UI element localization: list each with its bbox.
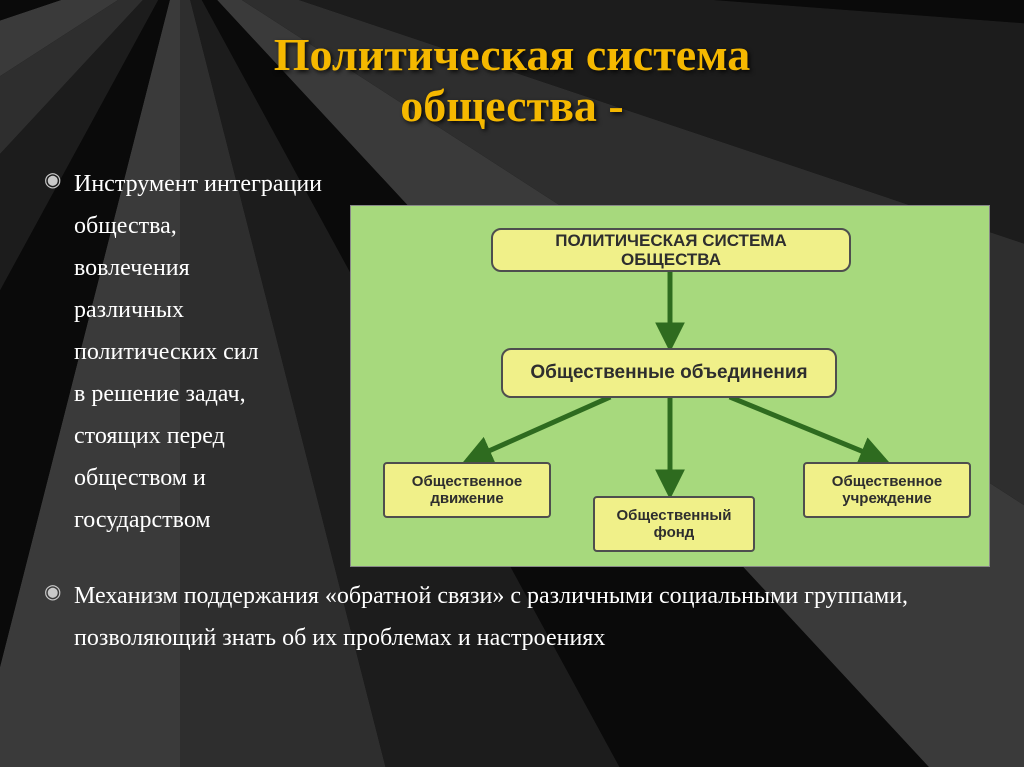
bullet-1-line: различных	[74, 289, 340, 331]
bullet-1-line: стоящих перед	[74, 415, 340, 457]
bullet-1-first: Инструмент интеграции общества,	[74, 171, 322, 239]
bullet-1: Инструмент интеграции общества, вовлечен…	[40, 163, 340, 541]
diagram-node-assoc: Общественные объединения	[501, 348, 837, 398]
bullet-2: Механизм поддержания «обратной связи» с …	[40, 575, 980, 659]
title-line-2: общества -	[400, 80, 624, 131]
bullet-1-continued: вовлеченияразличныхполитических силв реш…	[74, 247, 340, 541]
diagram-edge	[467, 397, 610, 461]
diagram-node-fund: Общественный фонд	[593, 496, 755, 552]
diagram-node-move: Общественное движение	[383, 462, 551, 518]
bullet-1-line: государством	[74, 499, 340, 541]
tree-diagram: ПОЛИТИЧЕСКАЯ СИСТЕМА ОБЩЕСТВА Общественны…	[350, 205, 990, 567]
left-column: Инструмент интеграции общества, вовлечен…	[40, 159, 340, 543]
bullet-1-line: в решение задач,	[74, 373, 340, 415]
diagram-node-inst: Общественное учреждение	[803, 462, 971, 518]
bullet-1-line: политических сил	[74, 331, 340, 373]
slide-title: Политическая система общества -	[40, 30, 984, 131]
diagram-edge	[730, 397, 885, 461]
bullet-list: Инструмент интеграции общества, вовлечен…	[40, 163, 340, 541]
diagram-wrap: ПОЛИТИЧЕСКАЯ СИСТЕМА ОБЩЕСТВА Общественны…	[340, 159, 990, 567]
bullet-1-line: вовлечения	[74, 247, 340, 289]
title-line-1: Политическая система	[274, 29, 751, 80]
diagram-node-root: ПОЛИТИЧЕСКАЯ СИСТЕМА ОБЩЕСТВА	[491, 228, 851, 272]
bullet-1-line: обществом и	[74, 457, 340, 499]
body-row: Инструмент интеграции общества, вовлечен…	[40, 159, 984, 567]
slide-content: Политическая система общества - Инструме…	[0, 0, 1024, 659]
